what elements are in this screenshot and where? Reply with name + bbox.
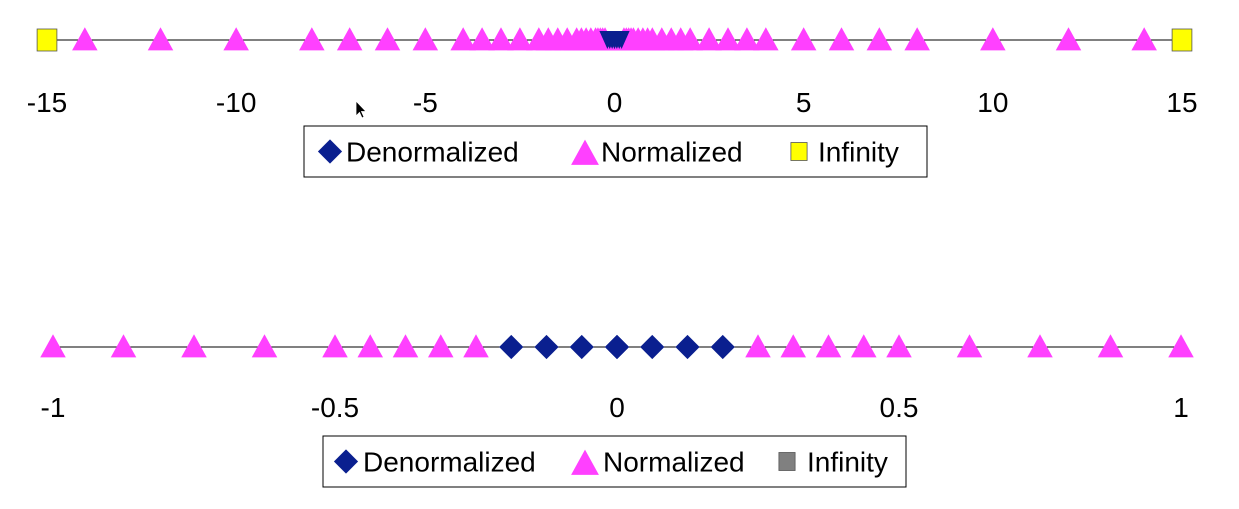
legend-label: Denormalized (363, 447, 536, 478)
normalized-point (780, 334, 807, 358)
normalized-point (322, 334, 348, 358)
normalized-point (40, 334, 66, 358)
x-tick-label: -0.5 (311, 392, 359, 423)
x-tick-label: 0.5 (880, 392, 919, 423)
normalized-point (980, 27, 1006, 51)
normalized-point (1027, 334, 1053, 358)
normalized-point (904, 27, 930, 51)
diamond-legend-icon (333, 449, 359, 474)
legend-label: Infinity (818, 137, 899, 168)
square-legend-icon (778, 452, 796, 471)
legend-label: Normalized (601, 137, 743, 168)
denormalized-point (569, 334, 594, 360)
normalized-point (147, 27, 174, 51)
normalized-point (828, 27, 855, 51)
triangle-legend-icon (571, 139, 599, 165)
mouse-pointer-icon (355, 100, 367, 119)
legend: Denormalized Normalized Infinity (303, 125, 928, 178)
normalized-point (753, 27, 779, 51)
denormalized-point (640, 334, 665, 360)
denormalized-point (604, 334, 630, 360)
normalized-point (488, 27, 514, 51)
normalized-point (412, 27, 439, 51)
normalized-point (463, 334, 489, 358)
normalized-point (374, 27, 401, 51)
legend-box (322, 435, 907, 488)
x-tick-label: 15 (1166, 87, 1197, 118)
normalized-point (1055, 27, 1082, 51)
normalized-point (181, 334, 207, 358)
normalized-point (677, 27, 703, 51)
normalized-point (815, 334, 842, 358)
x-tick-label: 1 (1173, 392, 1189, 423)
denormalized-point (710, 334, 735, 360)
x-tick-label: 10 (977, 87, 1008, 118)
bottom-number-line-chart: -1 -0.5 0 0.5 1 Denormalized Normalized Infinit… (40, 334, 1194, 488)
x-tick-label: -10 (216, 87, 256, 118)
normalized-point (110, 334, 137, 358)
legend-box (303, 125, 928, 178)
denormalized-point (613, 31, 630, 49)
x-tick-label: -1 (41, 392, 66, 423)
normalized-point (956, 334, 983, 358)
legend-label: Infinity (807, 447, 888, 478)
normalized-point (850, 334, 877, 358)
triangle-legend-icon (571, 449, 599, 475)
normalized-point (745, 334, 771, 358)
x-tick-label: -15 (27, 87, 67, 118)
top-number-line-chart: -15 -10 -5 0 5 10 15 Denormalized Normalized Infi… (27, 27, 1198, 178)
normalized-point (790, 27, 817, 51)
legend: Denormalized Normalized Infinity (322, 435, 907, 488)
infinity-point (36, 28, 58, 52)
normalized-point (1168, 334, 1194, 358)
normalized-point (715, 27, 741, 51)
normalized-point (336, 27, 363, 51)
diamond-legend-icon (317, 139, 343, 164)
x-tick-label: 0 (607, 87, 623, 118)
normalized-point (696, 27, 722, 51)
normalized-point (251, 334, 278, 358)
normalized-point (223, 27, 249, 51)
denormalized-point (534, 334, 559, 360)
infinity-point (1171, 28, 1193, 52)
normalized-point (886, 334, 912, 358)
normalized-point (299, 27, 325, 51)
normalized-point (450, 27, 476, 51)
normalized-point (866, 27, 893, 51)
denormalized-point (675, 334, 700, 360)
x-tick-label: 5 (796, 87, 812, 118)
normalized-point (1131, 27, 1157, 51)
x-tick-label: 0 (609, 392, 625, 423)
normalized-point (507, 27, 533, 51)
legend-label: Denormalized (346, 137, 519, 168)
legend-label: Normalized (603, 447, 745, 478)
normalized-point (357, 334, 384, 358)
normalized-point (734, 27, 760, 51)
normalized-point (392, 334, 419, 358)
normalized-point (1097, 334, 1124, 358)
x-tick-label: -5 (413, 87, 438, 118)
normalized-point (72, 27, 98, 51)
square-legend-icon (790, 142, 808, 161)
denormalized-point (499, 334, 524, 360)
normalized-point (469, 27, 495, 51)
normalized-point (427, 334, 454, 358)
